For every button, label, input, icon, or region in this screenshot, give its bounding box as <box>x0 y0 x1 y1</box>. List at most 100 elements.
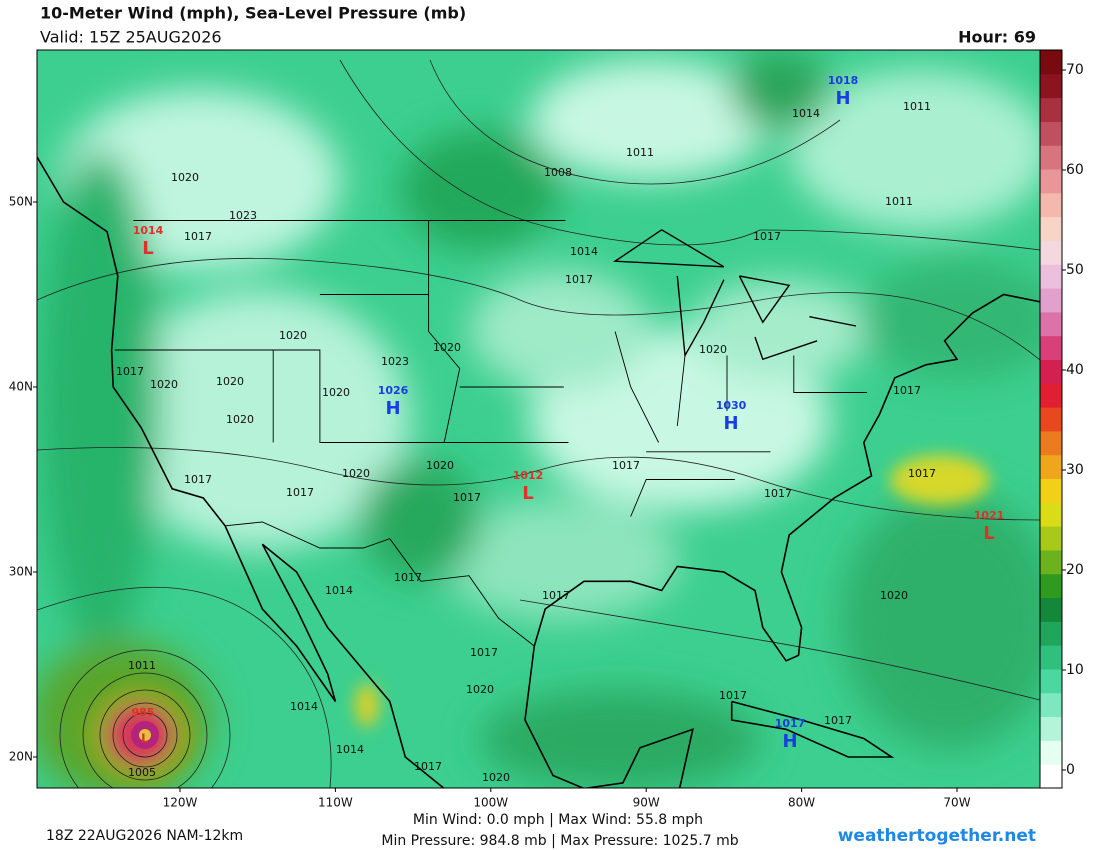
colorbar-swatch <box>1040 430 1062 456</box>
colorbar-swatch <box>1040 573 1062 599</box>
colorbar-swatch <box>1040 216 1062 241</box>
colorbar-swatch <box>1040 692 1062 718</box>
isobar-label: 1020 <box>426 459 454 472</box>
isobar-label: 1020 <box>880 589 908 602</box>
colorbar-swatch <box>1040 502 1062 527</box>
isobar-label: 1017 <box>764 487 792 500</box>
isobar-label: 1020 <box>150 378 178 391</box>
lake-shore <box>612 229 725 268</box>
isobar-label: 1017 <box>286 486 314 499</box>
isobar-label: 1017 <box>612 459 640 472</box>
isobars <box>37 59 1040 788</box>
colorbar-swatch <box>1040 668 1062 694</box>
longitude-label: 70W <box>943 796 970 810</box>
isobar-label: 1023 <box>229 209 257 222</box>
isobar-label: 1017 <box>893 384 921 397</box>
colorbar-swatch <box>1040 240 1062 265</box>
wind-stats: Min Wind: 0.0 mph | Max Wind: 55.8 mph <box>413 812 703 828</box>
colorbar-swatch <box>1040 359 1062 384</box>
longitude-label: 100W <box>473 796 508 810</box>
colorbar-swatch <box>1040 383 1062 408</box>
colorbar-swatch <box>1040 145 1062 170</box>
colorbar-swatch <box>1040 311 1062 337</box>
geography <box>37 155 1040 788</box>
pressure-center-value: 1012 <box>513 469 544 482</box>
isobar-label: 1020 <box>279 329 307 342</box>
isobar-label: 1017 <box>753 230 781 243</box>
colorbar-swatch <box>1040 121 1062 146</box>
pressure-stats: Min Pressure: 984.8 mb | Max Pressure: 1… <box>381 833 738 849</box>
colorbar-frame <box>1039 49 1063 789</box>
pressure-center-letter: L <box>522 483 533 504</box>
colorbar-swatch <box>1040 454 1062 480</box>
political-border <box>630 479 735 517</box>
pressure-center-letter: H <box>385 398 400 419</box>
colorbar-swatch <box>1040 264 1062 289</box>
pressure-center-letter: H <box>835 88 850 109</box>
isobar-label: 1023 <box>381 355 409 368</box>
isobar-label: 1014 <box>325 584 353 597</box>
isobar-label: 1011 <box>903 100 931 113</box>
lake-shore <box>676 275 725 358</box>
site-name[interactable]: weathertogether.net <box>838 826 1036 846</box>
isobar-label: 1017 <box>184 473 212 486</box>
lake-shore <box>754 336 818 361</box>
isobar-label: 1020 <box>171 171 199 184</box>
colorbar-swatch <box>1040 192 1062 218</box>
colorbar: 0 10 20 30 40 50 60 70 <box>1039 49 1084 789</box>
isobar-label: 1017 <box>908 467 936 480</box>
colorbar-swatch <box>1040 407 1062 432</box>
colorbar-swatch <box>1040 50 1062 75</box>
isobar-label: 1017 <box>414 760 442 773</box>
political-border <box>225 521 535 647</box>
isobar-label: 1011 <box>626 146 654 159</box>
coastline <box>730 700 895 758</box>
colorbar-swatch <box>1040 478 1062 503</box>
isobar-label: 1008 <box>544 166 572 179</box>
colorbar-swatch <box>1040 621 1062 646</box>
isobar-label: 1017 <box>394 571 422 584</box>
pressure-center-value: 1026 <box>378 384 409 397</box>
isobar-label: 1020 <box>216 375 244 388</box>
isobar-label: 1020 <box>466 683 494 696</box>
isobar-label: 1017 <box>542 589 570 602</box>
isobar-label: 1020 <box>342 467 370 480</box>
isobar-label: 1017 <box>719 689 747 702</box>
pressure-center-value: 1018 <box>828 74 859 87</box>
isobar-label: 1017 <box>470 646 498 659</box>
political-border <box>676 355 686 426</box>
longitude-label: 80W <box>788 796 815 810</box>
latitude-label: 40N <box>9 380 33 394</box>
colorbar-swatch <box>1040 169 1062 194</box>
pressure-center-value: 1030 <box>716 399 747 412</box>
pressure-center-letter: H <box>782 731 797 752</box>
colorbar-tick-label: 0 <box>1066 762 1075 778</box>
colorbar-swatch <box>1040 597 1062 622</box>
longitude-label: 110W <box>318 796 353 810</box>
pressure-center-value: 1021 <box>974 509 1005 522</box>
isobar-label: 1017 <box>453 491 481 504</box>
colorbar-swatch <box>1040 716 1062 741</box>
political-border <box>614 331 660 443</box>
isobar-label: 1011 <box>885 195 913 208</box>
colorbar-swatch <box>1040 549 1062 575</box>
pressure-center-letter: H <box>723 413 738 434</box>
longitude-label: 120W <box>163 796 198 810</box>
colorbar-tick-label: 60 <box>1066 162 1084 178</box>
pressure-center-letter: L <box>141 732 149 746</box>
colorbar-swatch <box>1040 526 1062 551</box>
longitude-label: 90W <box>633 796 660 810</box>
model-run: 18Z 22AUG2026 NAM-12km <box>46 828 243 844</box>
valid-time: Valid: 15Z 25AUG2026 <box>40 28 222 47</box>
colorbar-swatch <box>1040 335 1062 360</box>
pressure-center-value: 1017 <box>775 717 806 730</box>
colorbar-tick-label: 30 <box>1066 462 1084 478</box>
isobar-label: 1014 <box>290 700 318 713</box>
coastline <box>524 293 1040 788</box>
isobar-label: 1020 <box>433 341 461 354</box>
isobar-label: 1020 <box>226 413 254 426</box>
latitude-label: 20N <box>9 750 33 764</box>
lake-shore <box>738 275 791 324</box>
lake-shore <box>809 316 857 327</box>
isobar-label: 1005 <box>128 766 156 779</box>
